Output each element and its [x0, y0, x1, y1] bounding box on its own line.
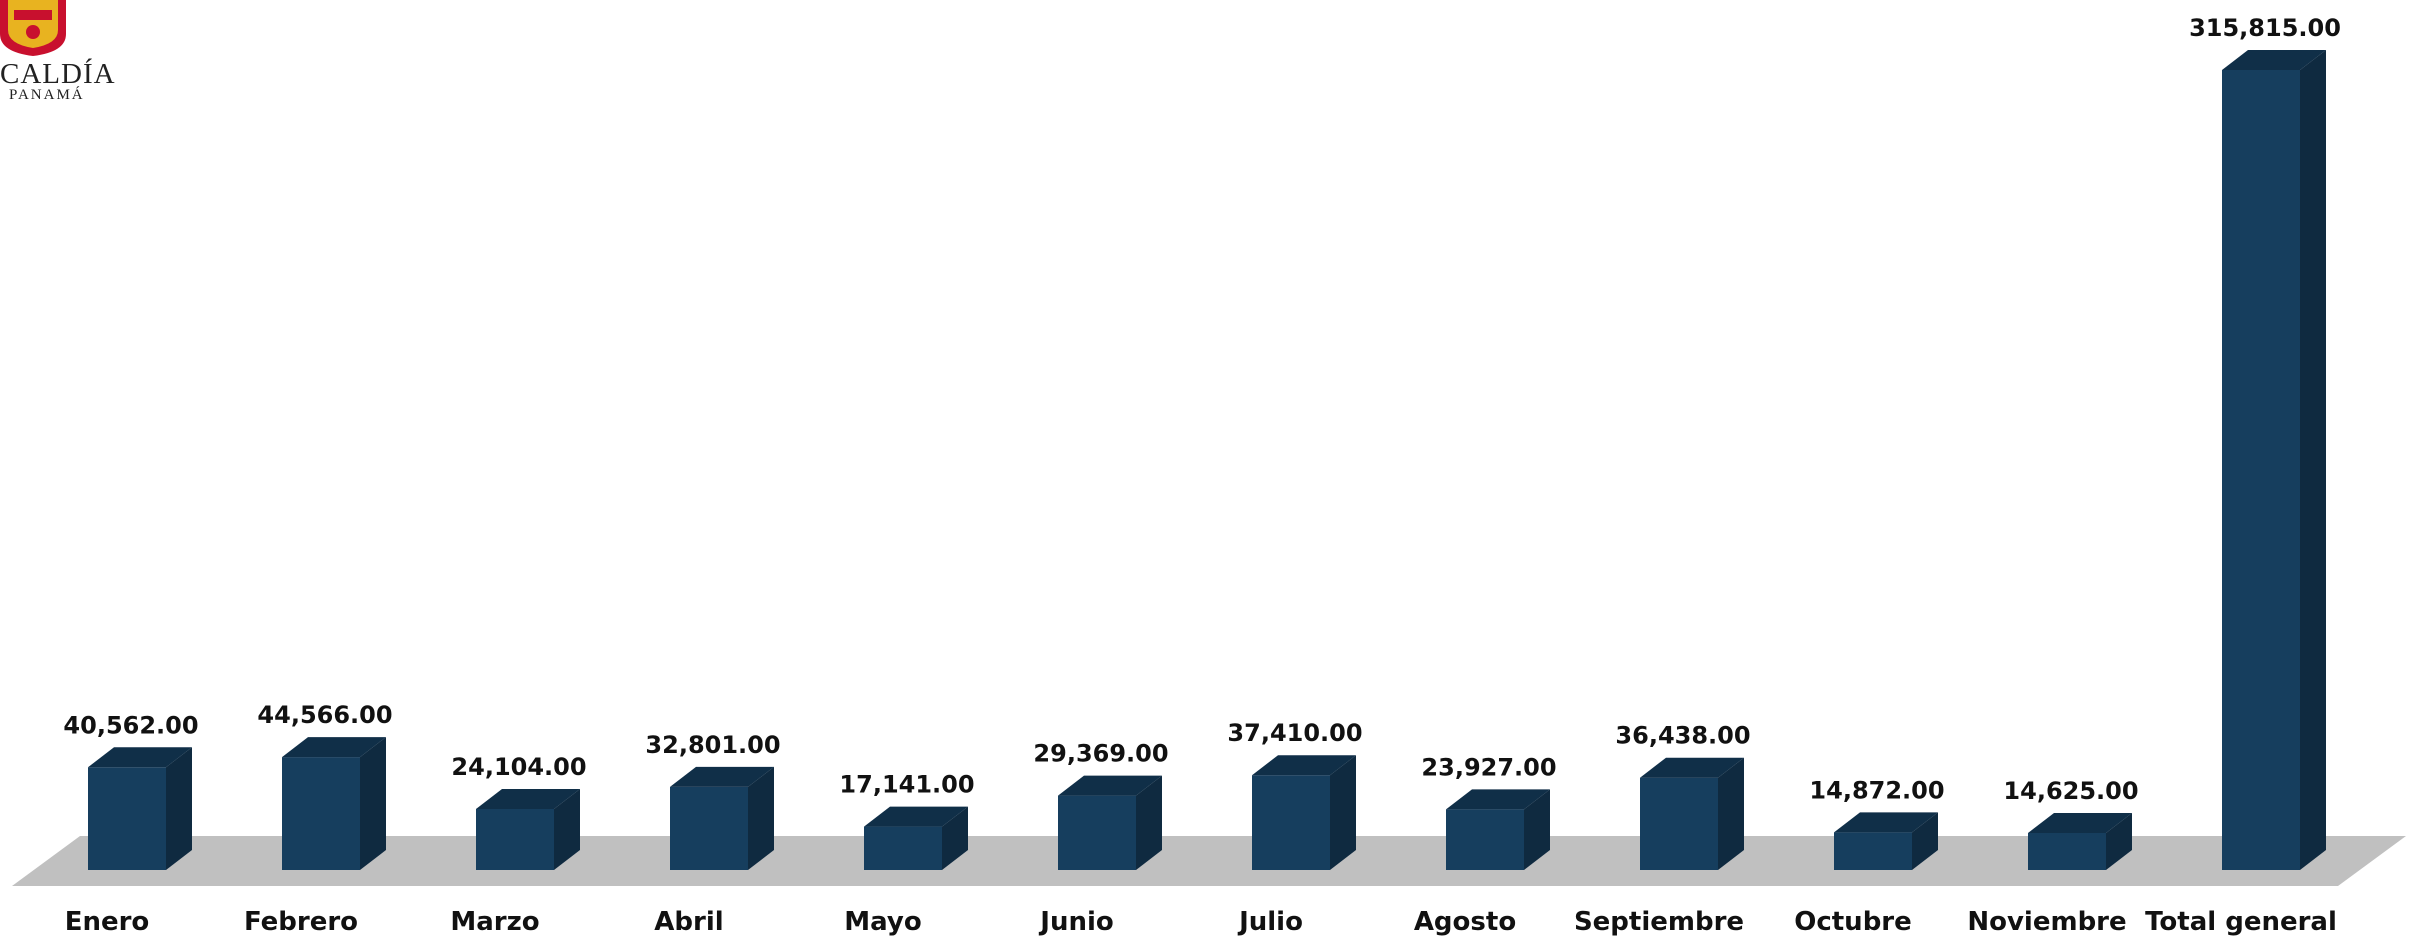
data-label-febrero: 44,566.00 [257, 701, 392, 729]
bar-side-noviembre [2106, 812, 2132, 870]
bar-side-abril [748, 766, 774, 870]
data-label-julio: 37,410.00 [1227, 719, 1362, 747]
bar-front-enero [88, 767, 166, 870]
bar-top-noviembre [2028, 812, 2132, 833]
bar-marzo [476, 788, 580, 870]
bar-total-general [2222, 50, 2326, 870]
bar-side-enero [166, 747, 192, 870]
bar-top-septiembre [1640, 757, 1744, 778]
alcaldia-coat-of-arms-logo [0, 0, 66, 56]
bar-top-julio [1252, 755, 1356, 776]
data-label-total-general: 315,815.00 [2189, 14, 2341, 42]
category-label-julio: Julio [1237, 907, 1303, 937]
bar-febrero [282, 737, 386, 870]
bar-front-noviembre [2028, 832, 2106, 870]
bar-side-total-general [2300, 50, 2326, 870]
bar-side-octubre [1912, 812, 1938, 870]
bar-top-enero [88, 747, 192, 768]
bar-top-abril [670, 766, 774, 787]
category-label-abril: Abril [654, 907, 723, 937]
chart-floor [12, 836, 2406, 886]
data-label-mayo: 17,141.00 [839, 771, 974, 799]
bar-side-septiembre [1718, 757, 1744, 870]
bar-front-total-general [2222, 70, 2300, 870]
bar-side-agosto [1524, 789, 1550, 870]
bar-top-octubre [1834, 812, 1938, 833]
logo-text-main: CALDÍA [0, 58, 116, 90]
bar-top-mayo [864, 806, 968, 827]
bar-top-total-general [2222, 50, 2326, 70]
data-label-marzo: 24,104.00 [451, 753, 586, 781]
bar-side-junio [1136, 775, 1162, 870]
bar-front-mayo [864, 826, 942, 870]
bar-abril [670, 766, 774, 870]
bar-enero [88, 747, 192, 870]
bar-junio [1058, 775, 1162, 870]
data-label-enero: 40,562.00 [63, 711, 198, 739]
category-label-agosto: Agosto [1414, 907, 1516, 937]
data-label-agosto: 23,927.00 [1421, 753, 1556, 781]
category-label-enero: Enero [65, 907, 150, 937]
bar-agosto [1446, 789, 1550, 870]
data-label-septiembre: 36,438.00 [1615, 722, 1750, 750]
bar-top-marzo [476, 788, 580, 809]
category-label-total-general: Total general [2145, 907, 2337, 937]
bar-top-agosto [1446, 789, 1550, 810]
bar-front-marzo [476, 808, 554, 870]
category-label-marzo: Marzo [450, 907, 539, 937]
logo-text-sub: PANAMÁ [9, 87, 85, 103]
bar-octubre [1834, 812, 1938, 870]
bar-septiembre [1640, 757, 1744, 870]
bar-front-julio [1252, 775, 1330, 870]
bar-side-febrero [360, 737, 386, 870]
bar-top-febrero [282, 737, 386, 758]
bar-front-septiembre [1640, 777, 1718, 870]
bar-mayo [864, 806, 968, 870]
bar-front-abril [670, 786, 748, 870]
category-label-mayo: Mayo [844, 907, 921, 937]
bar-side-mayo [942, 806, 968, 870]
bar-front-agosto [1446, 809, 1524, 870]
category-label-octubre: Octubre [1794, 907, 1912, 937]
category-label-febrero: Febrero [244, 907, 358, 937]
shield-emblem-icon [26, 25, 40, 39]
data-label-octubre: 14,872.00 [1809, 776, 1944, 804]
category-axis-labels: Enero Febrero Marzo Abril Mayo Junio Julio Agos… [65, 907, 2337, 937]
category-label-septiembre: Septiembre [1574, 907, 1744, 937]
data-label-noviembre: 14,625.00 [2003, 777, 2138, 805]
bar-front-febrero [282, 757, 360, 870]
bar-series [88, 50, 2326, 870]
data-labels: 40,562.00 44,566.00 24,104.00 32,801.00 17,1… [63, 14, 2340, 805]
bar-side-julio [1330, 755, 1356, 870]
category-label-junio: Junio [1038, 907, 1113, 937]
shield-band-icon [14, 10, 52, 20]
category-label-noviembre: Noviembre [1967, 907, 2126, 937]
data-label-abril: 32,801.00 [645, 731, 780, 759]
data-label-junio: 29,369.00 [1033, 740, 1168, 768]
bar-top-junio [1058, 775, 1162, 796]
bar-noviembre [2028, 812, 2132, 870]
bar-front-octubre [1834, 832, 1912, 870]
bar-side-marzo [554, 788, 580, 870]
bar-front-junio [1058, 795, 1136, 870]
bar-julio [1252, 755, 1356, 870]
